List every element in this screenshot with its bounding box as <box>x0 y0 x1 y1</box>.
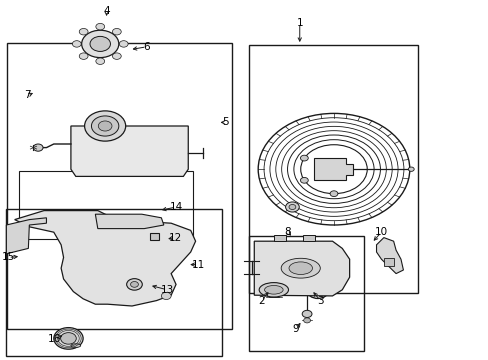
Text: 15: 15 <box>1 252 15 262</box>
Circle shape <box>162 253 168 258</box>
Circle shape <box>84 111 125 141</box>
Bar <box>6 209 222 356</box>
Circle shape <box>90 36 110 51</box>
Circle shape <box>61 333 76 344</box>
Polygon shape <box>95 214 163 229</box>
Circle shape <box>112 53 121 59</box>
Circle shape <box>285 202 299 212</box>
Text: 7: 7 <box>24 90 31 100</box>
Circle shape <box>302 310 311 318</box>
Ellipse shape <box>281 258 320 278</box>
Bar <box>132 224 142 238</box>
Circle shape <box>76 243 105 265</box>
Ellipse shape <box>264 285 283 294</box>
Polygon shape <box>76 239 146 270</box>
Text: 11: 11 <box>191 260 204 270</box>
Bar <box>273 235 285 241</box>
Text: 3: 3 <box>316 296 323 306</box>
Ellipse shape <box>71 344 81 347</box>
Text: 13: 13 <box>160 285 174 295</box>
Circle shape <box>72 41 81 47</box>
Bar <box>249 45 417 293</box>
Polygon shape <box>71 126 188 176</box>
Text: 14: 14 <box>169 202 183 212</box>
Bar <box>7 43 232 329</box>
Circle shape <box>96 58 104 64</box>
Text: 9: 9 <box>292 324 299 334</box>
Circle shape <box>126 279 142 290</box>
Polygon shape <box>15 211 195 306</box>
Circle shape <box>81 30 119 58</box>
Bar <box>149 233 159 240</box>
Text: 12: 12 <box>168 233 182 243</box>
Circle shape <box>300 177 307 183</box>
Circle shape <box>33 144 43 151</box>
Text: 10: 10 <box>374 227 387 237</box>
Circle shape <box>98 121 112 131</box>
Circle shape <box>96 23 104 30</box>
Circle shape <box>329 191 337 197</box>
Text: 8: 8 <box>284 227 290 237</box>
Polygon shape <box>376 238 403 274</box>
Polygon shape <box>254 241 349 296</box>
Bar <box>115 224 125 238</box>
Polygon shape <box>6 218 46 254</box>
Circle shape <box>112 28 121 35</box>
Circle shape <box>300 155 307 161</box>
Bar <box>384 258 393 266</box>
Bar <box>19 171 193 239</box>
Circle shape <box>130 282 138 287</box>
Circle shape <box>79 53 88 59</box>
Text: 4: 4 <box>103 6 110 16</box>
Ellipse shape <box>259 283 288 297</box>
Circle shape <box>54 328 83 349</box>
Polygon shape <box>314 158 352 180</box>
Text: 6: 6 <box>143 42 150 52</box>
Circle shape <box>303 318 310 323</box>
Circle shape <box>91 116 119 136</box>
Text: 5: 5 <box>222 117 229 127</box>
Circle shape <box>82 248 98 260</box>
Bar <box>249 236 364 351</box>
Circle shape <box>288 204 295 210</box>
Circle shape <box>161 292 171 300</box>
Circle shape <box>79 28 88 35</box>
Text: 16: 16 <box>48 334 61 344</box>
Ellipse shape <box>288 262 312 274</box>
Circle shape <box>407 167 413 171</box>
Text: 2: 2 <box>258 296 264 306</box>
Text: 1: 1 <box>296 18 303 28</box>
Circle shape <box>119 41 128 47</box>
Bar <box>303 235 315 241</box>
Bar <box>112 267 124 271</box>
